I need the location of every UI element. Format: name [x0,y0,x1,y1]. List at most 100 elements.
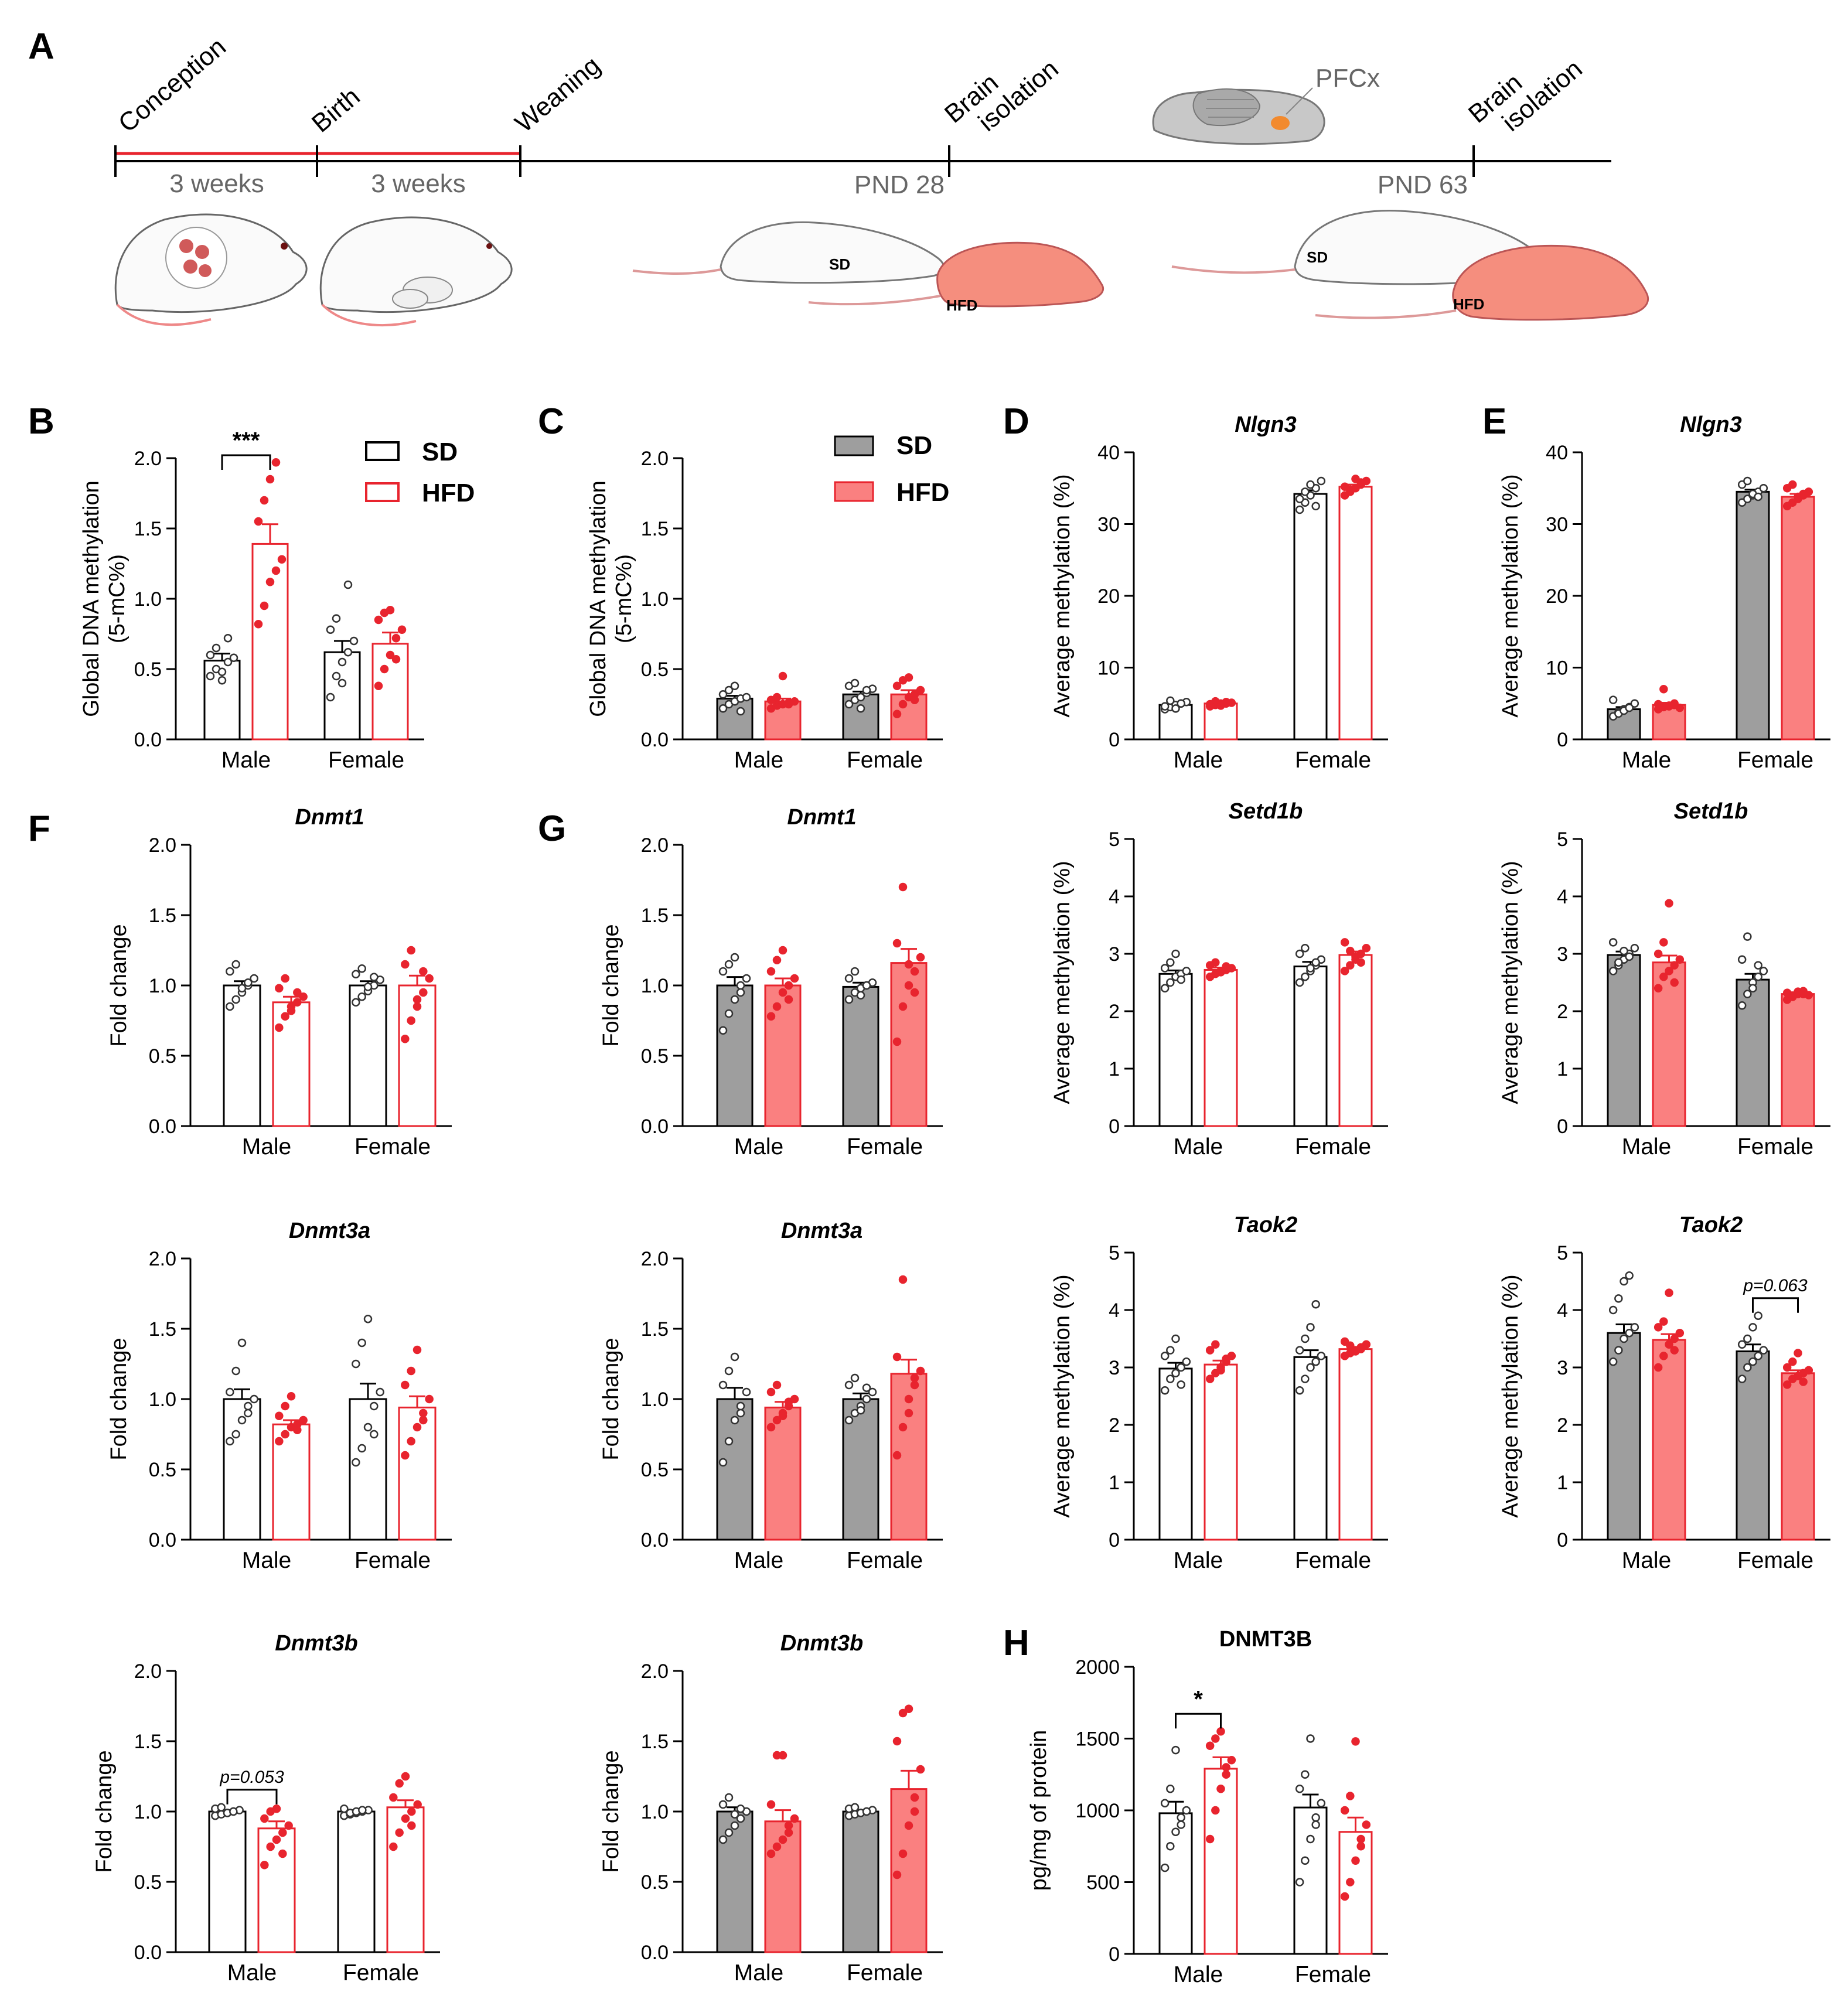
significance-label: p=0.063 [1743,1276,1808,1295]
data-point [898,1423,908,1432]
data-point [742,1387,751,1397]
data-point [736,988,745,997]
data-point [370,1401,379,1411]
data-point [277,555,287,564]
data-point [1759,1346,1768,1355]
y-tick-label: 5 [1557,828,1568,851]
data-point [1620,1277,1628,1286]
data-point [1211,958,1220,967]
bar-hfd-male [251,543,289,741]
chart-d-taok2: 0 1 2 3 4 5 Average methylation (%) Taok2 Male Fe… [1050,1213,1388,1573]
y-tick-label: 0.0 [641,1942,669,1964]
bar-sd-male [1607,1332,1641,1541]
y-tick-label: 4 [1109,1299,1120,1322]
data-point [718,1026,728,1035]
data-point [357,1444,366,1453]
data-point [1614,1294,1623,1303]
chart-title: Taok2 [1234,1213,1297,1237]
data-point [1759,967,1768,975]
y-tick-label: 1000 [1075,1800,1120,1822]
y-tick-label: 0.5 [641,1459,669,1481]
data-point [401,1034,410,1043]
data-point [724,1437,734,1446]
data-point [1670,978,1679,987]
x-tick-label-male: Male [734,1960,784,1986]
data-point [892,709,902,719]
pfcx-region [1271,116,1290,130]
data-point [1222,962,1230,971]
data-point [229,1807,238,1816]
data-point [352,970,360,979]
data-point [357,1338,366,1348]
data-point [407,1366,415,1376]
chart-title: Taok2 [1679,1213,1743,1237]
data-point [1759,484,1768,493]
data-point [844,700,854,709]
data-point [766,1387,776,1397]
legend-swatch-hfd-open [365,482,400,502]
bar-hfd-female [371,643,409,741]
data-point [244,1401,253,1411]
data-point [1182,1357,1191,1366]
data-point [1614,958,1623,967]
data-point [343,647,353,657]
data-point [1654,1363,1663,1372]
data-point [730,1352,739,1362]
significance-bracket [1175,1713,1222,1729]
panel-letter-c: C [538,401,564,442]
data-point [337,678,347,688]
data-point [1301,1334,1310,1343]
data-point [1788,992,1797,1001]
chart-title: Setd1b [1229,799,1303,824]
y-tick-label: 0 [1109,729,1120,751]
x-tick-label-female: Female [847,1960,923,1986]
data-point [1306,1734,1315,1743]
y-tick-label: 5 [1109,828,1120,851]
data-point [910,1380,919,1390]
chart-e-nlgn3: 0 10 20 30 40 Average methylation (%) Nlgn3 Mal… [1498,412,1830,773]
y-tick-label: 40 [1097,442,1120,464]
legend-label-sd-filled: SD [896,431,932,460]
x-tick-label-female: Female [1737,1548,1813,1573]
data-point [904,1408,913,1418]
chart-title: Dnmt3b [780,1631,863,1656]
pnd28-mice-illustration: SD HFD [632,221,1104,314]
chart-f-dnmt1: 0.0 0.5 1.0 1.5 2.0 Fold change Dnmt1 Male Femal… [107,805,452,1159]
pnd-63: PND 63 [1378,170,1468,199]
data-point [1625,1271,1634,1280]
data-point [380,664,389,674]
data-point [293,1425,302,1435]
data-point [778,988,787,997]
data-point [1620,946,1628,956]
data-point [1362,1340,1371,1349]
data-point [718,690,728,699]
x-tick-label-female: Female [354,1134,431,1159]
data-point [352,1458,360,1467]
data-point [784,981,793,990]
x-tick-label-female: Female [354,1548,431,1573]
mouse-label-hfd-28: HFD [946,296,977,314]
data-point [862,1394,871,1404]
data-point [1166,978,1175,987]
significance-label: * [1194,1686,1203,1712]
data-point [212,643,221,653]
data-point [1171,704,1180,713]
data-point [407,1437,415,1446]
y-axis-label: Average methylation (%) [1498,861,1523,1104]
data-point [718,1380,728,1390]
y-tick-label: 4 [1557,886,1568,908]
y-tick-label: 0.5 [641,1871,669,1894]
legend-swatch-sd-filled [834,435,874,456]
data-point [287,1391,296,1401]
data-point [1211,1806,1220,1815]
y-axis-label: Average methylation (%) [1498,1274,1523,1517]
data-point [916,685,925,695]
chart-title: Nlgn3 [1235,412,1297,437]
data-point [281,974,289,983]
chart-title: Dnmt1 [787,805,856,830]
bar-hfd-female [1781,993,1815,1127]
chart-title: DNMT3B [1219,1627,1312,1652]
data-point [1222,1770,1230,1779]
data-point [1311,1820,1320,1829]
